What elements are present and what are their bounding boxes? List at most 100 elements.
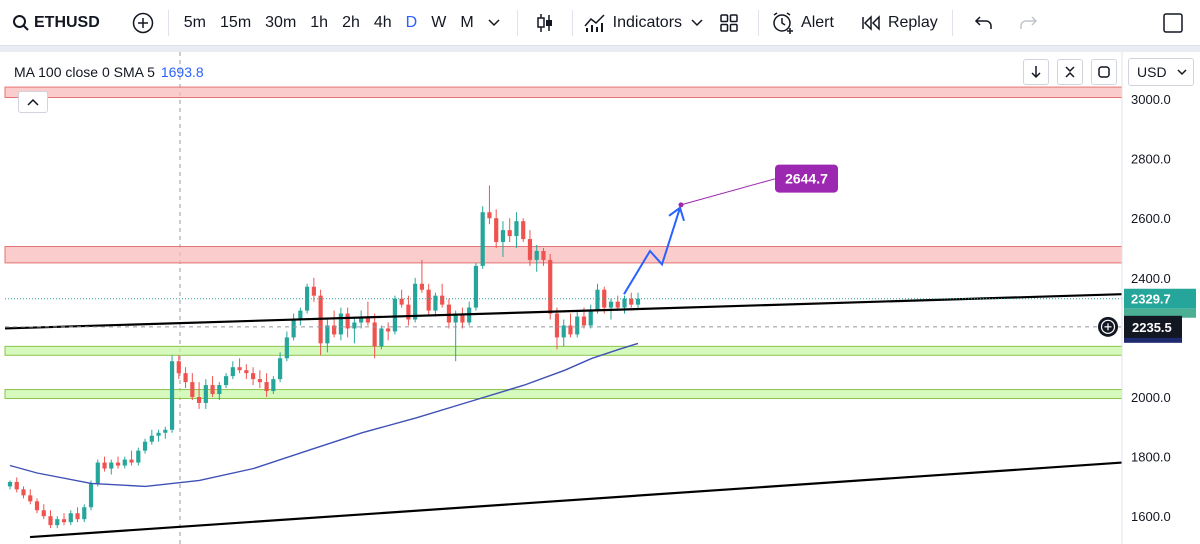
candle-body (95, 462, 100, 484)
timeframe-m[interactable]: M (460, 13, 474, 31)
price-tick-label: 1600.0 (1131, 509, 1171, 524)
indicators-dropdown[interactable] (682, 0, 712, 46)
candle-body (136, 450, 141, 463)
maximize-pane-button[interactable] (1091, 59, 1117, 85)
collapse-pane-button[interactable] (1057, 59, 1083, 85)
candle-body (426, 289, 431, 311)
currency-select[interactable]: USD (1128, 58, 1194, 86)
candle-body (190, 382, 195, 397)
chart-type-button[interactable] (528, 0, 562, 46)
collapse-arrows-icon (1065, 66, 1075, 78)
alarm-clock-icon (773, 11, 794, 34)
scroll-down-button[interactable] (1023, 59, 1049, 85)
timeframe-5m[interactable]: 5m (183, 13, 207, 31)
templates-button[interactable] (712, 0, 746, 46)
candle-body (230, 367, 235, 377)
timeframe-dropdown[interactable] (481, 0, 507, 46)
target-anchor-dot (678, 202, 684, 208)
candle-body (271, 379, 276, 392)
upper-trendline (4, 293, 1123, 330)
candle-body (257, 379, 262, 383)
toolbar-divider (0, 46, 1200, 52)
fullscreen-button[interactable] (1156, 0, 1190, 46)
indicator-name: MA 100 close 0 SMA 5 (14, 64, 155, 80)
candle-body (210, 385, 215, 395)
timeframe-d[interactable]: D (405, 13, 418, 31)
candle-body (595, 289, 600, 311)
candle-body (61, 519, 67, 523)
candle-body (473, 265, 479, 308)
candle-body (372, 322, 377, 347)
chart-drawings: 2644.7 (4, 164, 1123, 539)
price-axis: 3000.0 2800.0 2600.0 2400.0 2000.0 1800.0 1600… (1098, 52, 1200, 544)
support-zone-2150 (4, 345, 1123, 356)
timeframe-15m[interactable]: 15m (220, 13, 252, 31)
undo-button[interactable] (967, 0, 1001, 46)
candle-body (149, 435, 154, 442)
candle-body (88, 483, 94, 508)
price-chart[interactable]: 2644.7 3000.0 2800.0 2600.0 2400.0 2000.0 180… (0, 52, 1200, 544)
redo-button[interactable] (1011, 0, 1045, 46)
candle-body (41, 510, 46, 517)
candle-body (487, 212, 492, 219)
price-tick-label: 2400.0 (1131, 271, 1171, 286)
search-icon (13, 14, 29, 31)
candle-body (575, 316, 580, 335)
candle-body (298, 310, 303, 320)
timeframe-2h[interactable]: 2h (342, 13, 360, 31)
candle-body (433, 295, 438, 311)
candle-body (244, 370, 249, 374)
indicators-button[interactable]: Indicators (583, 0, 682, 46)
candle-body (615, 301, 620, 308)
timeframe-4h[interactable]: 4h (373, 13, 392, 31)
candle-body (561, 325, 566, 338)
crosshair-price-text: 2235.5 (1132, 320, 1172, 335)
candle-body (176, 361, 181, 374)
crosshair-price-badge (1124, 315, 1182, 338)
timeframe-w[interactable]: W (431, 13, 447, 31)
collapse-legend-button[interactable] (18, 91, 48, 113)
candle-body (419, 283, 425, 290)
candle-body (460, 313, 465, 323)
candle-body (28, 495, 33, 502)
candle-body (34, 501, 40, 511)
candle-body (251, 373, 256, 380)
currency-label: USD (1137, 64, 1167, 80)
toolbar-separator (758, 9, 760, 36)
last-price-text: 2329.7 (1131, 292, 1171, 307)
ma-price-badge (1124, 334, 1182, 343)
candle-body (507, 230, 512, 237)
support-resistance-zones (4, 86, 1123, 399)
candle-body (109, 462, 114, 469)
candle-body (278, 358, 283, 380)
symbol-search[interactable]: ETHUSD (0, 0, 100, 46)
moving-average-series (9, 342, 639, 488)
maximize-icon (1098, 66, 1110, 78)
candlestick-series (7, 185, 641, 529)
timeframe-30m[interactable]: 30m (265, 13, 297, 31)
candle-body (129, 459, 134, 463)
alert-button[interactable]: Alert (771, 0, 834, 46)
timeframe-1h[interactable]: 1h (310, 13, 329, 31)
candle-body (352, 322, 357, 329)
toolbar-separator (951, 9, 953, 36)
compare-symbol-button[interactable] (126, 0, 160, 46)
resistance-zone-2500 (4, 246, 1123, 264)
plus-circle-icon (132, 12, 154, 33)
toolbar-separator (571, 9, 573, 36)
candle-body (379, 328, 384, 347)
candle-body (163, 429, 168, 433)
chevron-down-icon (488, 18, 500, 26)
candle-body (7, 481, 13, 487)
replay-button[interactable]: Replay (860, 0, 938, 46)
candle-body (311, 286, 316, 296)
candle-body (534, 250, 539, 260)
resistance-zone-3000 (4, 86, 1123, 99)
candle-body (332, 325, 337, 335)
candle-body (514, 221, 519, 237)
arrow-down-icon (1031, 66, 1041, 79)
toolbar-separator (167, 9, 169, 36)
replay-label: Replay (887, 13, 938, 31)
candle-body (622, 298, 627, 308)
candle-body (82, 507, 87, 520)
